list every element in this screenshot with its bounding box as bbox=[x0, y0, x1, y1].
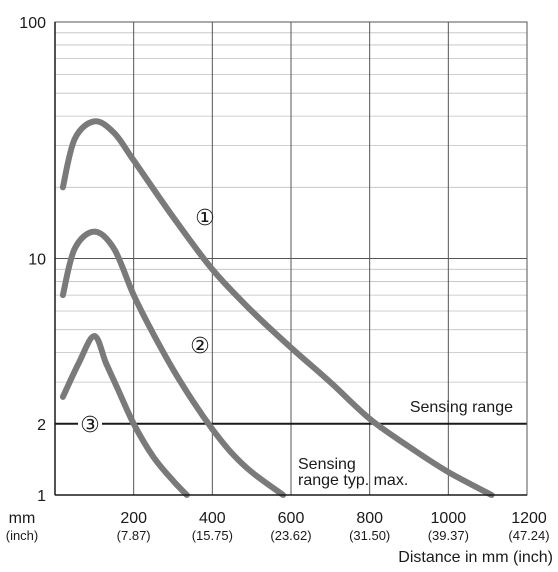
x-unit-sub-label: (inch) bbox=[6, 528, 39, 543]
x-tick-sub-label: (7.87) bbox=[117, 528, 151, 543]
x-tick-sub-label: (39.37) bbox=[428, 528, 469, 543]
x-tick-label: 600 bbox=[278, 510, 305, 527]
x-tick-label: 1000 bbox=[431, 510, 467, 527]
x-tick-label: 200 bbox=[120, 510, 147, 527]
x-axis-title: Distance in mm (inch) bbox=[398, 549, 553, 566]
series-label-3: ③ bbox=[80, 413, 100, 438]
series-group bbox=[59, 118, 495, 498]
x-tick-sub-label: (15.75) bbox=[192, 528, 233, 543]
axes bbox=[54, 21, 528, 496]
series-line-1 bbox=[59, 118, 495, 498]
series-label-1: ① bbox=[195, 206, 215, 231]
x-unit-label: mm bbox=[9, 510, 36, 527]
series-line-2 bbox=[59, 228, 287, 498]
series-label-bg bbox=[78, 413, 102, 437]
y-tick-label: 2 bbox=[37, 417, 46, 434]
x-tick-sub-label: (47.24) bbox=[508, 528, 549, 543]
series-label-2: ② bbox=[190, 334, 210, 359]
x-tick-label: 1200 bbox=[511, 510, 547, 527]
y-tick-label: 1 bbox=[37, 488, 46, 505]
x-tick-label: 400 bbox=[199, 510, 226, 527]
x-tick-sub-label: (31.50) bbox=[349, 528, 390, 543]
annotation-1: Sensing bbox=[298, 456, 356, 473]
sensing-range-label: Sensing range bbox=[410, 399, 513, 416]
x-tick-sub-label: (23.62) bbox=[270, 528, 311, 543]
y-tick-label: 10 bbox=[28, 252, 46, 269]
x-tick-label: 800 bbox=[356, 510, 383, 527]
series-line-3 bbox=[59, 333, 190, 498]
annotation-2: range typ. max. bbox=[298, 472, 408, 489]
y-tick-label: 100 bbox=[19, 15, 46, 32]
